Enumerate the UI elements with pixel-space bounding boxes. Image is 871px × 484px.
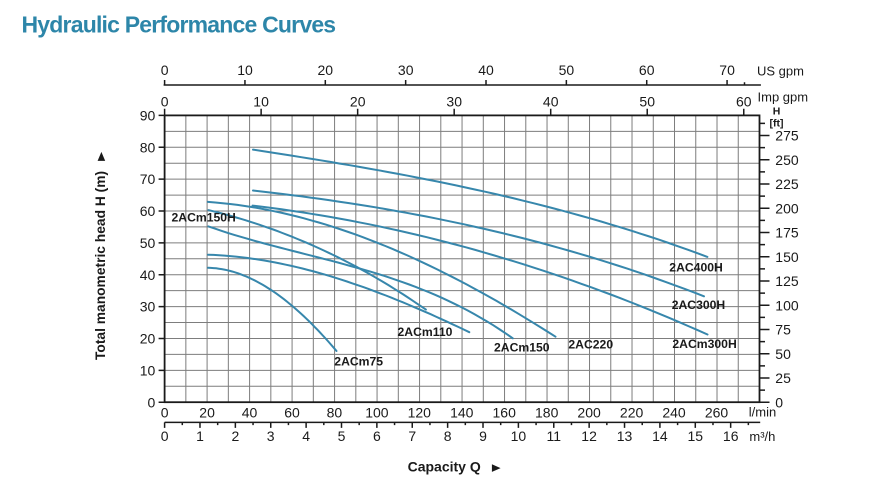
svg-text:50: 50: [775, 346, 791, 362]
svg-text:50: 50: [559, 62, 575, 78]
svg-text:100: 100: [365, 405, 389, 421]
svg-text:2ACm110: 2ACm110: [398, 325, 453, 339]
svg-text:2ACm75: 2ACm75: [334, 354, 383, 368]
svg-text:15: 15: [688, 428, 704, 444]
svg-text:8: 8: [444, 428, 452, 444]
svg-text:l/min: l/min: [749, 404, 776, 419]
svg-text:20: 20: [350, 93, 366, 109]
svg-text:Capacity Q: Capacity Q: [408, 458, 481, 474]
svg-text:150: 150: [775, 249, 799, 265]
svg-text:5: 5: [338, 428, 346, 444]
svg-text:90: 90: [140, 108, 156, 124]
svg-text:14: 14: [652, 428, 668, 444]
svg-text:20: 20: [318, 62, 334, 78]
svg-text:20: 20: [199, 405, 215, 421]
svg-text:125: 125: [775, 273, 799, 289]
svg-text:70: 70: [140, 171, 156, 187]
svg-text:80: 80: [327, 405, 343, 421]
svg-text:4: 4: [302, 428, 310, 444]
svg-text:0: 0: [148, 394, 156, 410]
svg-text:60: 60: [140, 203, 156, 219]
svg-text:80: 80: [140, 139, 156, 155]
svg-text:11: 11: [547, 428, 562, 444]
svg-text:[ft]: [ft]: [770, 117, 784, 129]
svg-text:Hydraulic Performance Curves: Hydraulic Performance Curves: [22, 11, 336, 37]
svg-text:30: 30: [140, 299, 156, 315]
svg-text:0: 0: [161, 62, 169, 78]
svg-text:70: 70: [719, 62, 735, 78]
svg-text:60: 60: [284, 405, 300, 421]
svg-text:6: 6: [373, 428, 381, 444]
svg-text:140: 140: [450, 405, 474, 421]
svg-text:100: 100: [775, 297, 799, 313]
svg-text:10: 10: [511, 428, 527, 444]
svg-text:175: 175: [775, 225, 799, 241]
svg-text:20: 20: [140, 331, 156, 347]
svg-text:0: 0: [161, 93, 169, 109]
svg-text:16: 16: [723, 428, 739, 444]
svg-text:240: 240: [662, 405, 686, 421]
svg-text:13: 13: [617, 428, 633, 444]
svg-text:75: 75: [775, 322, 791, 338]
svg-text:9: 9: [479, 428, 487, 444]
svg-text:40: 40: [478, 62, 494, 78]
svg-text:10: 10: [253, 93, 269, 109]
svg-text:25: 25: [775, 370, 791, 386]
svg-text:Total manometric head H (m): Total manometric head H (m): [93, 171, 108, 360]
svg-text:275: 275: [775, 128, 799, 144]
svg-text:10: 10: [140, 362, 156, 378]
svg-text:50: 50: [140, 235, 156, 251]
svg-text:12: 12: [581, 428, 597, 444]
svg-text:0: 0: [775, 394, 783, 410]
svg-text:2ACm300H: 2ACm300H: [672, 337, 736, 351]
svg-text:250: 250: [775, 152, 799, 168]
svg-text:2ACm150H: 2ACm150H: [172, 210, 236, 224]
svg-text:40: 40: [543, 93, 559, 109]
svg-text:180: 180: [535, 405, 559, 421]
svg-text:3: 3: [267, 428, 275, 444]
svg-text:US gpm: US gpm: [757, 63, 804, 78]
svg-text:60: 60: [736, 93, 752, 109]
svg-text:H: H: [773, 105, 781, 117]
svg-text:60: 60: [639, 62, 655, 78]
svg-text:2ACm150: 2ACm150: [494, 341, 550, 355]
svg-text:2AC400H: 2AC400H: [669, 260, 723, 274]
svg-text:0: 0: [161, 405, 169, 421]
svg-text:Imp gpm: Imp gpm: [758, 89, 809, 104]
svg-text:m³/h: m³/h: [749, 429, 775, 444]
svg-text:40: 40: [140, 267, 156, 283]
svg-text:260: 260: [705, 405, 729, 421]
svg-text:50: 50: [639, 93, 655, 109]
svg-text:2AC300H: 2AC300H: [672, 298, 726, 312]
svg-text:200: 200: [577, 405, 601, 421]
svg-text:2AC220: 2AC220: [568, 338, 613, 352]
svg-text:30: 30: [446, 93, 462, 109]
svg-text:1: 1: [196, 428, 204, 444]
svg-text:30: 30: [398, 62, 414, 78]
svg-text:120: 120: [408, 405, 432, 421]
svg-text:40: 40: [242, 405, 258, 421]
svg-text:220: 220: [620, 405, 644, 421]
svg-text:225: 225: [775, 176, 799, 192]
svg-text:0: 0: [161, 428, 169, 444]
svg-text:10: 10: [237, 62, 253, 78]
svg-text:2: 2: [232, 428, 240, 444]
svg-text:160: 160: [493, 405, 517, 421]
svg-text:200: 200: [775, 200, 799, 216]
svg-text:7: 7: [408, 428, 416, 444]
